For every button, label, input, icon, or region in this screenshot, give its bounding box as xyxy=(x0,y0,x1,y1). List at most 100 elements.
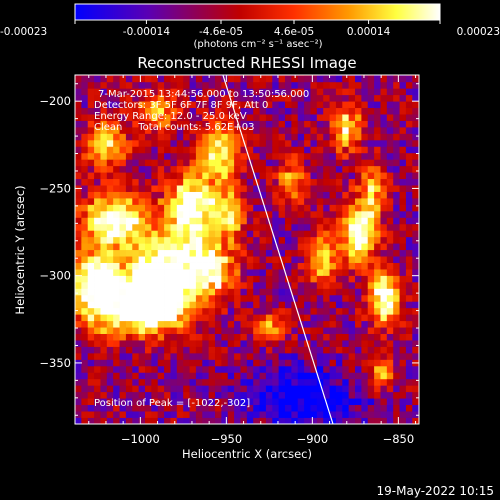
heatmap-cell xyxy=(195,333,203,341)
heatmap-cell xyxy=(75,340,82,347)
heatmap-cell xyxy=(125,411,133,418)
heatmap-cell xyxy=(272,107,280,115)
heatmap-cell xyxy=(195,191,203,199)
heatmap-cell xyxy=(380,146,388,154)
heatmap-cell xyxy=(342,417,350,424)
heatmap-cell xyxy=(310,120,318,128)
heatmap-cell xyxy=(253,81,260,89)
heatmap-cell xyxy=(265,185,273,192)
heatmap-cell xyxy=(94,275,101,283)
heatmap-cell xyxy=(361,307,369,315)
heatmap-cell xyxy=(399,307,407,315)
heatmap-cell xyxy=(399,365,407,373)
heatmap-cell xyxy=(208,249,216,257)
heatmap-cell xyxy=(234,204,241,212)
heatmap-cell xyxy=(189,256,197,263)
heatmap-cell xyxy=(348,411,356,418)
heatmap-cell xyxy=(418,127,419,134)
heatmap-cell xyxy=(202,327,210,334)
heatmap-cell xyxy=(310,378,318,386)
heatmap-cell xyxy=(87,127,95,134)
heatmap-cell xyxy=(361,385,369,393)
heatmap-cell xyxy=(297,417,305,424)
heatmap-cell xyxy=(221,352,229,360)
heatmap-cell xyxy=(329,256,337,263)
heatmap-cell xyxy=(399,152,407,160)
heatmap-cell xyxy=(75,178,82,186)
heatmap-cell xyxy=(81,88,89,96)
heatmap-cell xyxy=(335,301,343,309)
heatmap-cell xyxy=(208,165,216,173)
heatmap-cell xyxy=(310,365,318,373)
heatmap-cell xyxy=(316,133,324,141)
x-axis-label: Heliocentric X (arcsec) xyxy=(182,447,312,461)
heatmap-cell xyxy=(310,81,318,89)
heatmap-cell xyxy=(405,378,413,386)
heatmap-cell xyxy=(240,172,248,180)
heatmap-cell xyxy=(348,172,356,180)
heatmap-cell xyxy=(189,288,197,296)
heatmap-cell xyxy=(170,88,178,96)
heatmap-cell xyxy=(380,346,388,354)
heatmap-cell xyxy=(221,185,229,192)
heatmap-cell xyxy=(272,320,280,328)
heatmap-cell xyxy=(176,320,184,328)
heatmap-cell xyxy=(323,294,330,302)
heatmap-cell xyxy=(380,165,388,173)
heatmap-cell xyxy=(272,185,280,192)
heatmap-cell xyxy=(100,101,108,109)
heatmap-cell xyxy=(380,243,388,251)
heatmap-cell xyxy=(145,230,152,238)
heatmap-cell xyxy=(342,365,350,373)
heatmap-cell xyxy=(297,81,305,89)
heatmap-cell xyxy=(355,327,362,334)
heatmap-cell xyxy=(94,333,101,341)
heatmap-cell xyxy=(75,411,82,418)
heatmap-cell xyxy=(361,94,369,102)
heatmap-cell xyxy=(106,139,114,147)
heatmap-cell xyxy=(183,159,190,167)
heatmap-cell xyxy=(418,365,419,373)
heatmap-cell xyxy=(157,314,165,322)
heatmap-cell xyxy=(374,320,381,328)
heatmap-cell xyxy=(164,352,171,360)
heatmap-cell xyxy=(348,365,356,373)
heatmap-cell xyxy=(227,198,235,205)
heatmap-cell xyxy=(75,249,82,257)
heatmap-cell xyxy=(272,411,280,418)
heatmap-cell xyxy=(374,346,381,354)
heatmap-cell xyxy=(138,81,146,89)
heatmap-cell xyxy=(81,178,89,186)
heatmap-cell xyxy=(285,320,292,328)
y-tick-label: −200 xyxy=(39,94,71,108)
heatmap-cell xyxy=(316,262,324,270)
heatmap-cell xyxy=(316,398,324,406)
heatmap-cell xyxy=(405,307,413,315)
heatmap-cell xyxy=(208,352,216,360)
heatmap-cell xyxy=(329,198,337,205)
heatmap-cell xyxy=(208,391,216,399)
heatmap-cell xyxy=(361,352,369,360)
heatmap-cell xyxy=(119,178,127,186)
heatmap-cell xyxy=(87,378,95,386)
heatmap-cell xyxy=(291,243,299,251)
heatmap-cell xyxy=(164,159,171,167)
heatmap-cell xyxy=(329,165,337,173)
heatmap-cell xyxy=(399,333,407,341)
heatmap-cell xyxy=(335,210,343,218)
heatmap-cell xyxy=(310,346,318,354)
heatmap-cell xyxy=(202,127,210,134)
heatmap-cell xyxy=(157,256,165,263)
heatmap-cell xyxy=(215,204,222,212)
heatmap-cell xyxy=(234,236,241,244)
heatmap-cell xyxy=(106,320,114,328)
heatmap-cell xyxy=(75,120,82,128)
heatmap-cell xyxy=(361,294,369,302)
heatmap-cell xyxy=(297,372,305,380)
heatmap-cell xyxy=(208,88,216,96)
heatmap-cell xyxy=(183,198,190,205)
heatmap-cell xyxy=(189,139,197,147)
heatmap-cell xyxy=(145,256,152,263)
heatmap-cell xyxy=(253,217,260,225)
heatmap-cell xyxy=(221,94,229,102)
